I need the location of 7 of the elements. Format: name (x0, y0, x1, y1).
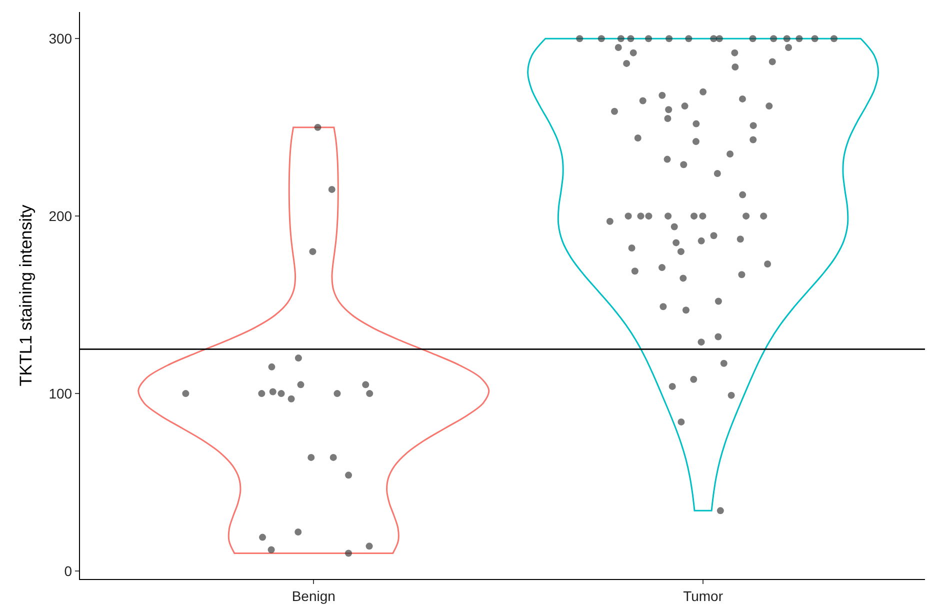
y-tick-label: 100 (48, 385, 72, 402)
y-axis-title: TKTL1 staining intensity (16, 204, 36, 386)
y-tick-label: 0 (64, 562, 72, 579)
x-tick-label: Tumor (683, 588, 724, 604)
x-tick-label: Benign (292, 588, 336, 604)
y-tick-label: 200 (48, 208, 72, 224)
y-tick-label: 300 (48, 30, 72, 47)
